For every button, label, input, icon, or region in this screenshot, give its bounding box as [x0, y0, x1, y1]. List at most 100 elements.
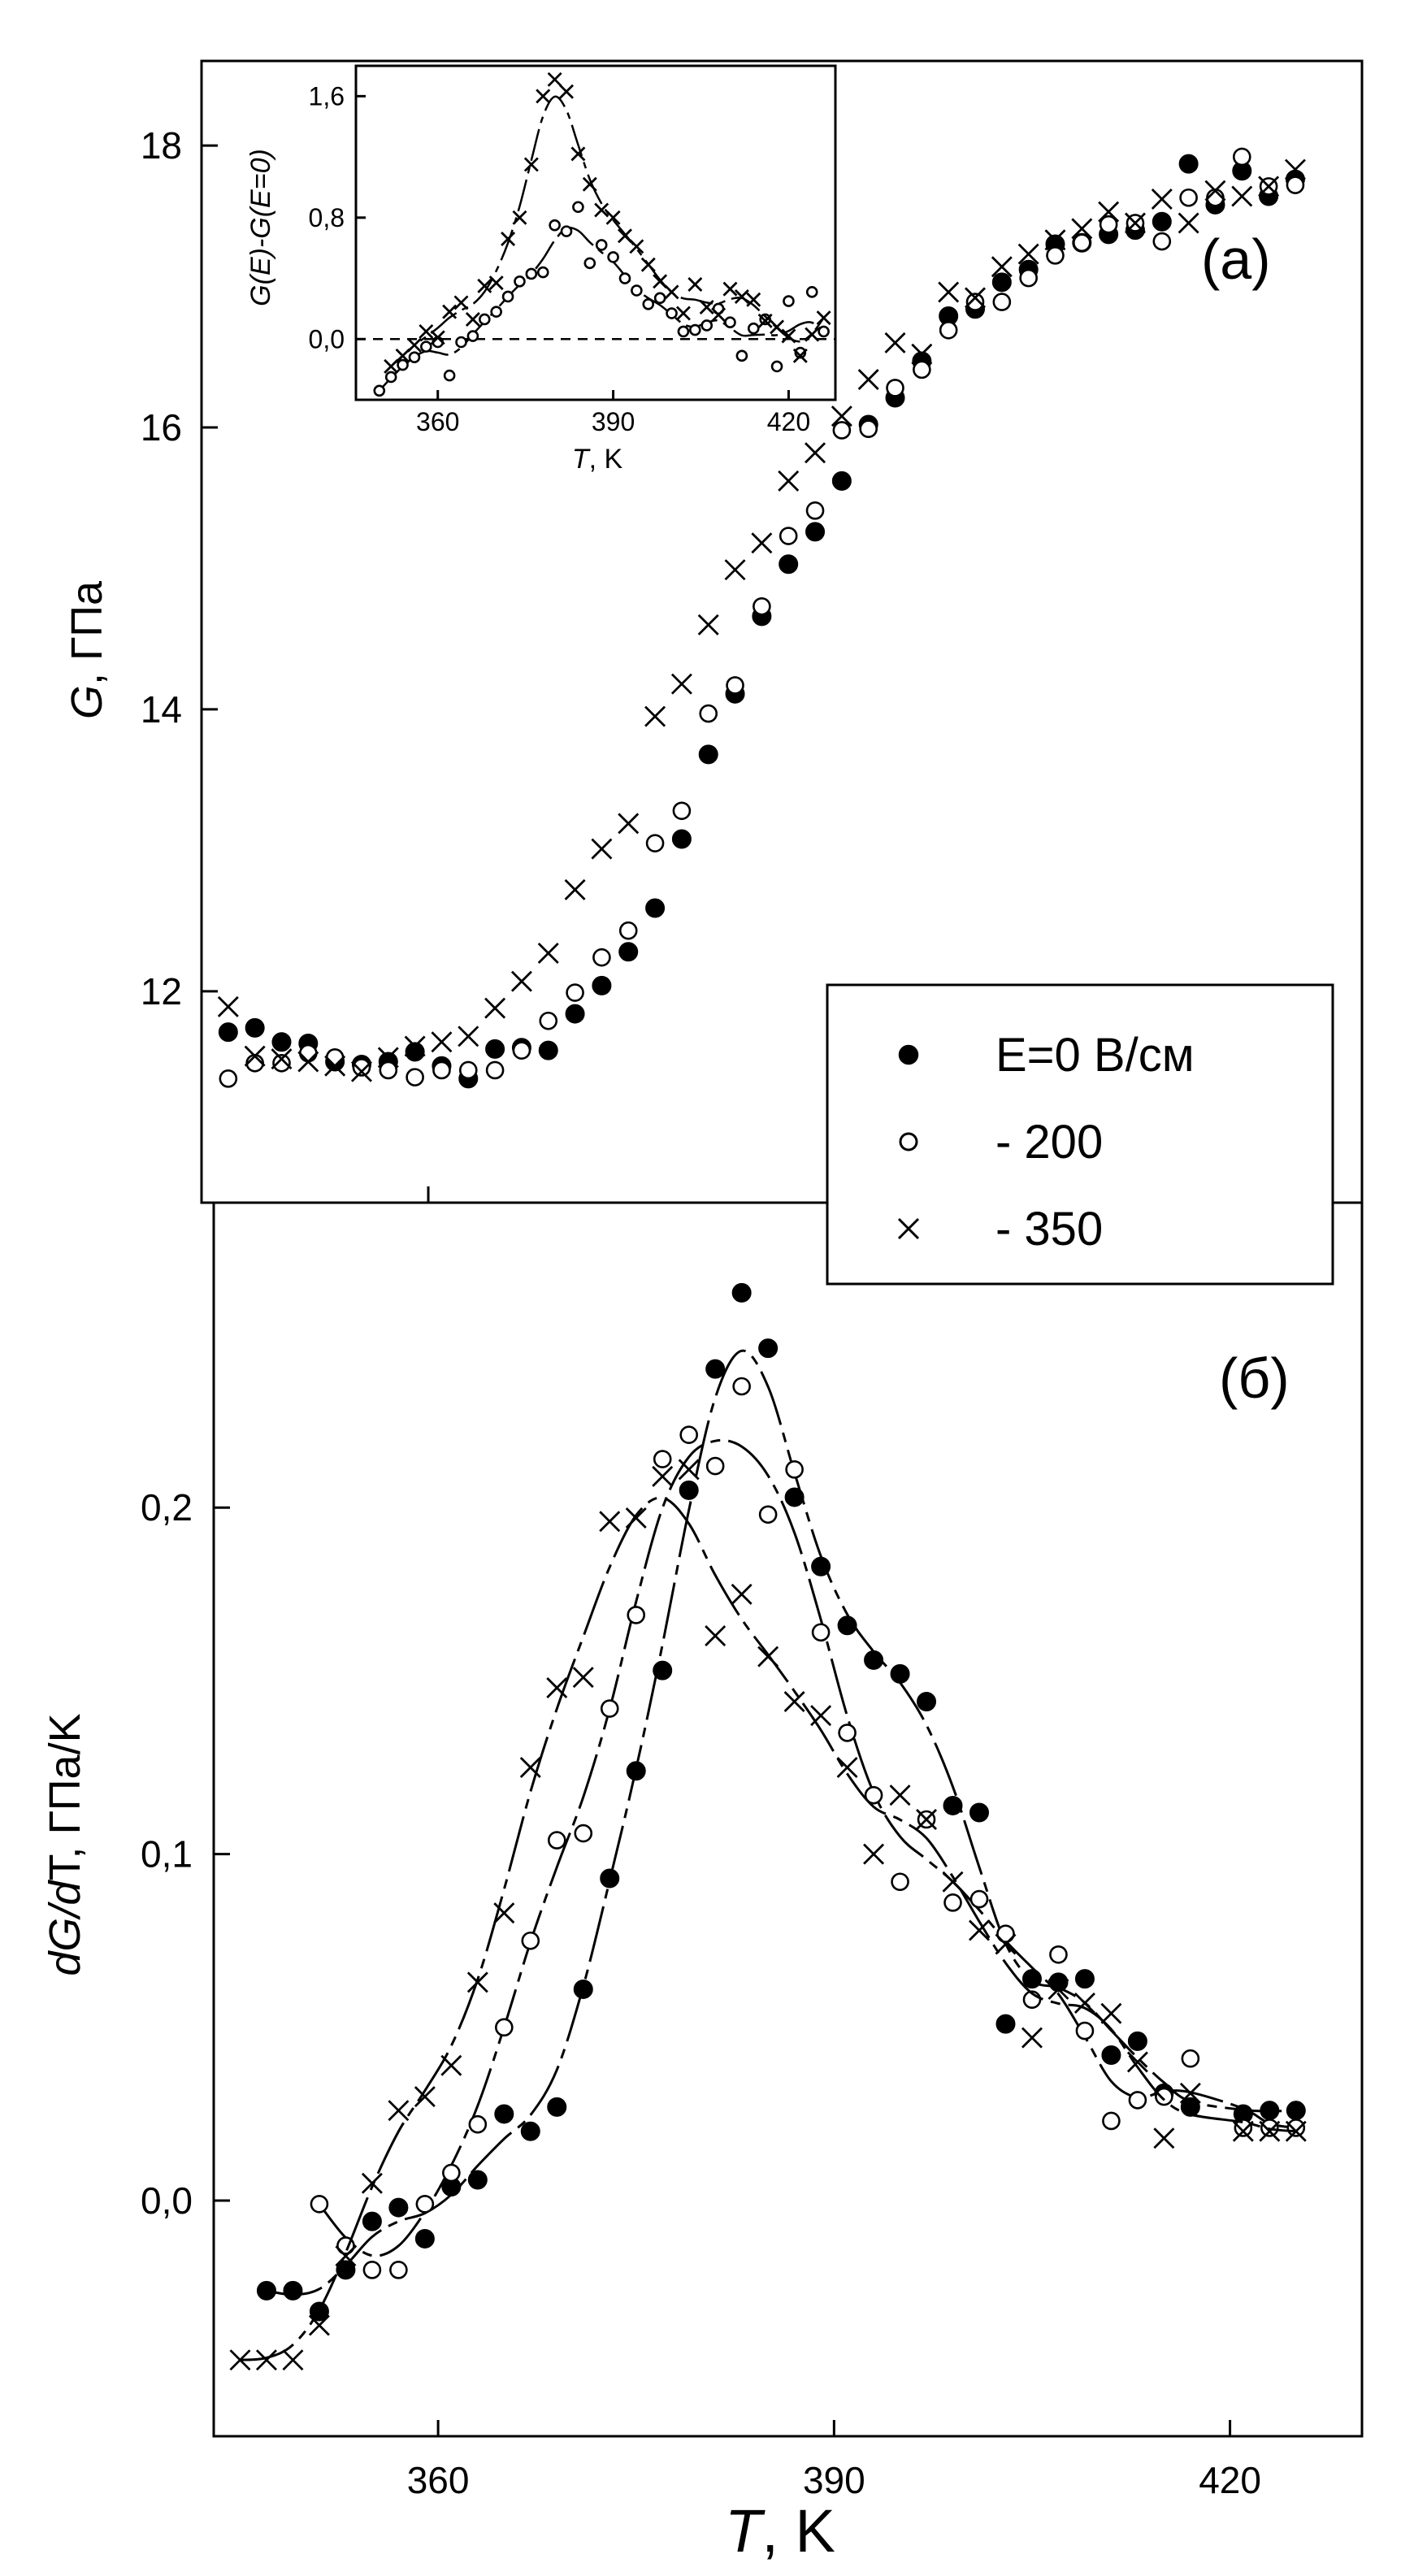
panel-b-point-open-circle: [468, 2114, 488, 2134]
inset-point-cross: [477, 278, 492, 293]
inset-point-open-circle: [525, 267, 538, 280]
panel-a-point-cross: [537, 942, 559, 964]
panel-b-ylabel-part1: dG/: [41, 1902, 89, 1976]
inset-point-open-circle: [572, 201, 584, 214]
panel-b-point-filled-circle: [1286, 2101, 1306, 2121]
panel-a-point-open-circle: [1099, 215, 1118, 234]
panel-b-point-filled-circle: [837, 1615, 857, 1636]
panel-b-point-cross: [1232, 2120, 1254, 2142]
panel-b-ylabel: dG/dT, ГПа/K: [41, 1713, 89, 1975]
panel-a-point-cross: [404, 1035, 426, 1057]
panel-a-point-cross: [911, 343, 933, 365]
panel-b-point-open-circle: [521, 1931, 540, 1950]
panel-b-ytick-label: 0,2: [141, 1486, 193, 1529]
panel-b-point-filled-circle: [1260, 2101, 1280, 2121]
inset-point-cross: [816, 310, 831, 326]
legend: E=0 В/см - 200 - 350: [826, 983, 1334, 1286]
panel-b-point-cross: [572, 1667, 594, 1689]
panel-a-point-cross: [831, 405, 852, 427]
panel-b-trend-line: [240, 1496, 1296, 2361]
panel-b-ylabel-part2: d: [41, 1880, 89, 1906]
panel-a-point-cross: [217, 995, 239, 1017]
panel-a-point-cross: [510, 970, 532, 992]
inset-point-open-circle: [677, 325, 690, 338]
panel-b-point-cross: [361, 2172, 383, 2194]
panel-b-point-cross: [335, 2245, 357, 2267]
panel-b-point-filled-circle: [1101, 2045, 1121, 2065]
panel-b-point-cross: [625, 1507, 647, 1529]
panel-b-point-cross: [546, 1676, 568, 1698]
inset-point-open-circle: [455, 336, 467, 349]
panel-a-ytick-label: 16: [141, 406, 182, 449]
panel-a-point-open-circle: [779, 527, 798, 545]
panel-b-point-cross: [916, 1809, 938, 1830]
panel-a-point-cross: [884, 332, 906, 353]
panel-a-point-cross: [618, 813, 640, 835]
panel-b-point-open-circle: [442, 2163, 461, 2183]
inset-point-cross: [582, 176, 597, 192]
inset-point-open-circle: [536, 266, 549, 279]
panel-b-point-open-circle: [758, 1505, 778, 1524]
panel-a-point-open-circle: [618, 921, 638, 940]
inset-point-open-circle: [583, 257, 596, 270]
panel-a-point-cross: [1231, 185, 1253, 207]
inset-ylabel: G(E)-G(E=0): [245, 149, 276, 306]
panel-a-point-cross: [350, 1060, 372, 1082]
panel-b-point-filled-circle: [283, 2280, 303, 2301]
panel-b-point-filled-circle: [1074, 1969, 1095, 1989]
panel-a-point-open-circle: [406, 1068, 424, 1086]
panel-a-point-filled-circle: [565, 1004, 585, 1024]
panel-b-point-open-circle: [785, 1460, 804, 1479]
panel-b-xtick-label: 390: [803, 2459, 865, 2501]
panel-a-point-open-circle: [272, 1053, 291, 1073]
inset-point-cross: [430, 330, 445, 345]
panel-a-point-cross: [751, 532, 773, 554]
panel-b-point-filled-circle: [864, 1650, 884, 1670]
panel-b-label: (б): [1219, 1347, 1290, 1410]
panel-a-ytick-label: 12: [141, 970, 182, 1013]
panel-b-point-open-circle: [1102, 2111, 1121, 2131]
panel-a-point-cross: [377, 1047, 399, 1069]
panel-a-point-filled-circle: [592, 975, 612, 995]
inset-frame: [354, 64, 837, 401]
panel-b-trend-line: [318, 1438, 1297, 2257]
panel-a-point-open-circle: [219, 1069, 238, 1088]
panel-a-point-filled-circle: [538, 1040, 558, 1060]
inset-point-cross: [395, 348, 410, 363]
panel-a-point-open-circle: [886, 379, 904, 397]
inset-point-cross: [653, 274, 668, 289]
panel-b-point-filled-circle: [467, 2170, 488, 2190]
panel-b-point-open-circle: [600, 1699, 619, 1718]
inset-point-cross: [770, 319, 785, 335]
panel-b-point-filled-circle: [388, 2197, 409, 2218]
panel-b-point-open-circle: [1181, 2049, 1200, 2068]
panel-a-point-open-circle: [672, 801, 692, 821]
inset-point-open-circle: [642, 298, 655, 310]
inset-point-open-circle: [466, 330, 479, 342]
panel-b-point-cross: [810, 1705, 832, 1727]
panel-a-point-open-circle: [352, 1058, 371, 1077]
panel-a-point-cross: [564, 878, 586, 900]
inset-plot: 0,0 0,8 1,6 360 390 420: [309, 72, 835, 436]
panel-b-point-filled-circle: [917, 1692, 937, 1712]
inset-point-open-circle: [595, 239, 608, 251]
panel-a-point-filled-circle: [831, 471, 852, 491]
panel-b-point-open-circle: [996, 1924, 1015, 1944]
panel-b-point-cross: [1153, 2127, 1175, 2149]
panel-b-point-open-circle: [969, 1889, 989, 1909]
panel-b-point-open-circle: [679, 1425, 698, 1444]
inset-ytick-label: 0,0: [309, 324, 345, 353]
panel-b-point-cross: [1100, 2002, 1122, 2024]
inset-point-open-circle: [501, 290, 514, 303]
panel-a-point-cross: [484, 997, 506, 1019]
panel-a-point-filled-circle: [405, 1042, 425, 1062]
panel-b-point-cross: [388, 2100, 410, 2122]
panel-b-point-filled-circle: [995, 2014, 1016, 2034]
inset-point-cross: [781, 328, 796, 344]
inset-xtick-label: 390: [592, 407, 635, 436]
panel-a-point-cross: [670, 673, 692, 695]
panel-a-point-filled-circle: [1178, 154, 1199, 174]
panel-b-point-cross: [995, 1933, 1017, 1955]
inset-point-cross: [523, 157, 539, 172]
